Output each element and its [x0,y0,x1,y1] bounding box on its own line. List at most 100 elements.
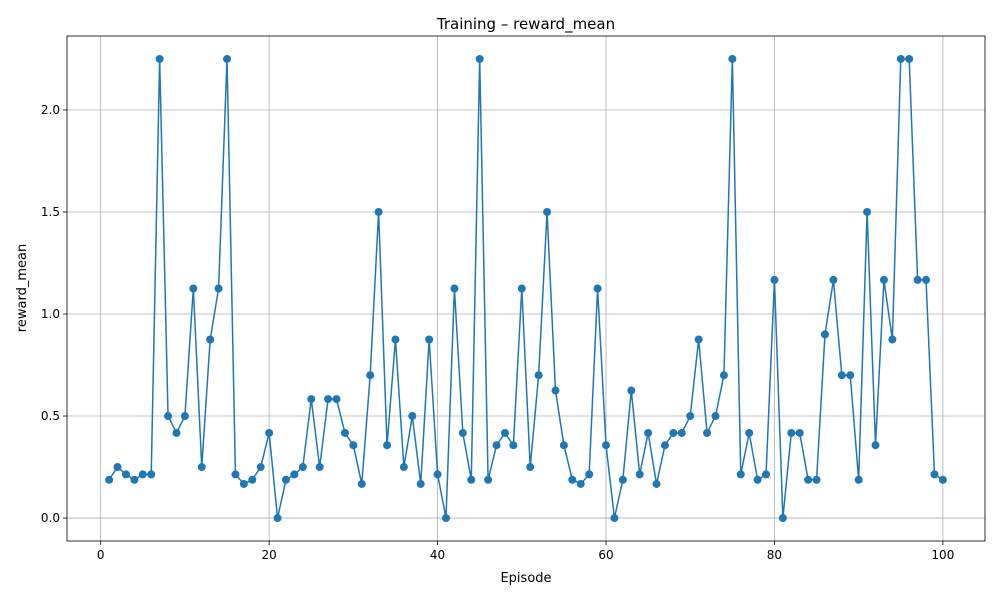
data-point [863,207,872,216]
data-point [290,470,299,479]
data-point [450,284,459,293]
data-point [922,275,931,284]
x-tick-label: 20 [261,548,276,562]
data-point [492,441,501,450]
data-point [408,412,417,421]
data-point [307,395,316,404]
data-point [804,475,813,484]
data-point [206,335,215,344]
data-point [509,441,518,450]
data-point [820,330,829,339]
data-point [281,475,290,484]
data-point [441,514,450,523]
data-point [568,475,577,484]
data-point [526,463,535,472]
data-point [871,441,880,450]
data-point [391,335,400,344]
data-point [728,54,737,63]
data-point [223,54,232,63]
data-point [635,470,644,479]
data-point [888,335,897,344]
data-point [256,463,265,472]
x-tick-label: 0 [97,548,105,562]
data-point [484,475,493,484]
data-point [854,475,863,484]
data-point [265,428,274,437]
data-point [711,412,720,421]
x-tick-label: 40 [430,548,445,562]
y-axis-label: reward_mean [15,244,30,332]
data-point [189,284,198,293]
data-point [214,284,223,293]
data-point [458,428,467,437]
data-point [399,463,408,472]
data-point [837,371,846,380]
data-point [298,463,307,472]
data-point [585,470,594,479]
data-point [719,371,728,380]
data-point [610,514,619,523]
data-point [383,441,392,450]
data-point [905,54,914,63]
data-point [475,54,484,63]
data-point [602,441,611,450]
data-point [644,428,653,437]
data-point [812,475,821,484]
data-point [795,428,804,437]
data-point [180,412,189,421]
data-point [357,479,366,488]
y-tick-label: 0.0 [41,511,60,525]
data-point [416,479,425,488]
data-point [930,470,939,479]
data-point [433,470,442,479]
data-point [324,395,333,404]
data-point [315,463,324,472]
data-point [677,428,686,437]
data-point [113,463,122,472]
series-layer [105,54,947,523]
data-point [340,428,349,437]
data-point [593,284,602,293]
y-tick-label: 2.0 [41,103,60,117]
data-point [534,371,543,380]
data-point [770,275,779,284]
data-point [559,441,568,450]
y-tick-label: 0.5 [41,409,60,423]
data-point [517,284,526,293]
series-line [108,58,944,519]
data-point [500,428,509,437]
data-point [694,335,703,344]
data-point [846,371,855,380]
data-point [669,428,678,437]
data-point [660,441,669,450]
data-point [551,386,560,395]
data-point [829,275,838,284]
data-point [121,470,130,479]
data-point [425,335,434,344]
data-point [273,514,282,523]
data-point [753,475,762,484]
data-point [231,470,240,479]
data-point [652,479,661,488]
data-point [349,441,358,450]
data-point [778,514,787,523]
data-point [172,428,181,437]
y-tick-label: 1.0 [41,307,60,321]
data-point [703,428,712,437]
data-point [736,470,745,479]
data-point [147,470,156,479]
data-point [913,275,922,284]
data-point [197,463,206,472]
data-point [627,386,636,395]
x-tick-label: 80 [767,548,782,562]
data-point [332,395,341,404]
data-point [164,412,173,421]
x-tick-label: 60 [598,548,613,562]
data-point [248,475,257,484]
data-point [130,475,139,484]
data-point [745,428,754,437]
data-point [366,371,375,380]
data-point [374,207,383,216]
